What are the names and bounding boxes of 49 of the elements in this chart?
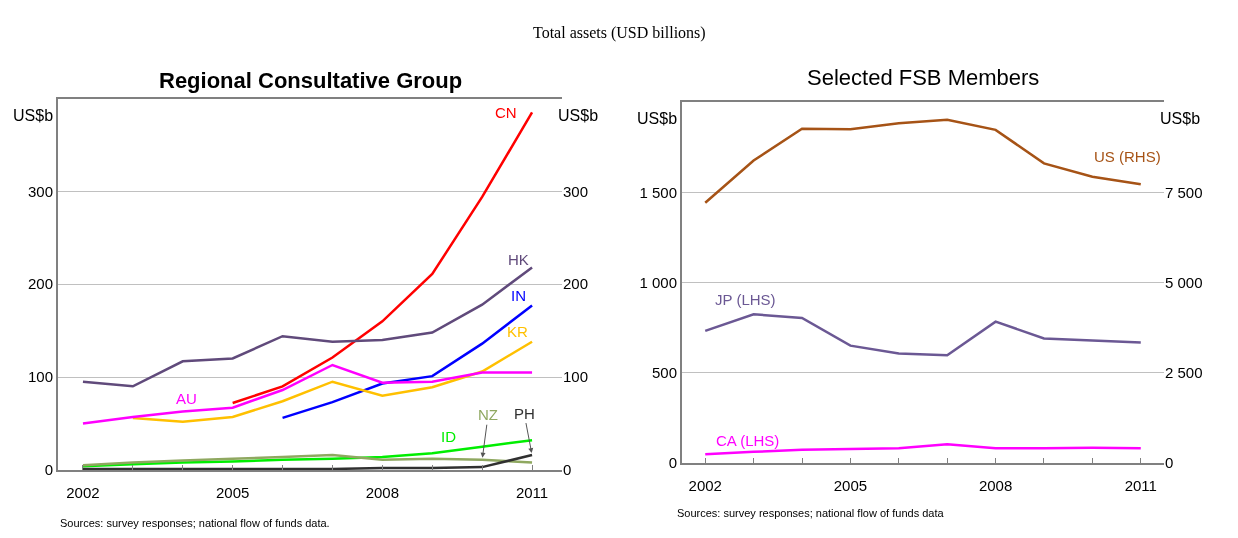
line-series xyxy=(703,313,1143,357)
chart-title: Regional Consultative Group xyxy=(159,68,463,93)
text: NZ xyxy=(478,406,498,423)
y2-tick-label: 7 500 xyxy=(1165,183,1203,201)
y2-axis-title: US$b xyxy=(558,107,599,124)
series-label: KR xyxy=(507,323,528,340)
y-tick-label: 500 xyxy=(651,364,677,382)
series-label: AU xyxy=(176,390,197,407)
y-tick-label: 0 xyxy=(44,461,53,479)
text: PH xyxy=(514,405,535,422)
y2-tick-label: 2 500 xyxy=(1165,364,1203,382)
series-label: HK xyxy=(508,251,529,268)
x-tick-label: 2002 xyxy=(66,483,100,501)
x-tick-label: 2008 xyxy=(365,483,400,501)
y2-tick-label: 0 xyxy=(563,461,572,479)
series-label: CA (LHS) xyxy=(716,432,780,449)
source-note: Sources: survey responses; national flow of funds data. xyxy=(60,517,330,529)
x-tick-label: 2011 xyxy=(1124,477,1157,495)
text: Total assets (USD billions) xyxy=(533,24,706,42)
y-tick-label: 100 xyxy=(27,368,53,386)
y2-tick-label: 5 000 xyxy=(1165,273,1203,291)
series-label: CN xyxy=(495,104,517,121)
y-axis-title: US$b xyxy=(13,107,54,124)
line-series xyxy=(281,304,534,420)
y-tick-label: 300 xyxy=(27,182,53,200)
line-series xyxy=(81,266,534,388)
y-tick-label: 0 xyxy=(668,454,677,472)
x-tick-label: 2011 xyxy=(515,483,549,501)
source-note: Sources: survey responses; national flow of funds data xyxy=(677,507,945,519)
line-series xyxy=(81,363,534,425)
line-series xyxy=(131,340,534,423)
series-label: JP (LHS) xyxy=(715,291,776,308)
series-label: ID xyxy=(441,428,457,445)
series-label: IN xyxy=(511,287,526,304)
y2-tick-label: 100 xyxy=(563,368,589,386)
x-tick-label: 2005 xyxy=(833,477,868,495)
x-tick-label: 2008 xyxy=(978,477,1013,495)
y-tick-label: 1 000 xyxy=(639,273,677,291)
y2-tick-label: 300 xyxy=(563,182,589,200)
y2-tick-label: 0 xyxy=(1165,454,1174,472)
y2-tick-label: 200 xyxy=(563,275,589,293)
x-tick-label: 2002 xyxy=(688,477,722,495)
x-tick-label: 2005 xyxy=(215,483,250,501)
y2-axis-title: US$b xyxy=(1160,110,1201,127)
y-tick-label: 1 500 xyxy=(639,183,677,201)
y-axis-title: US$b xyxy=(637,110,678,127)
series-label: US (RHS) xyxy=(1094,148,1161,165)
y-tick-label: 200 xyxy=(27,275,53,293)
chart-title: Selected FSB Members xyxy=(807,65,1040,90)
